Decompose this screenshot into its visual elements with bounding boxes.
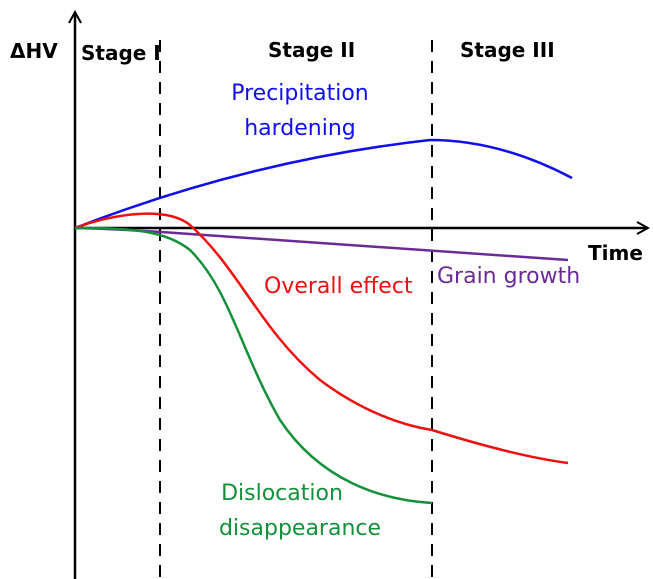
stage-label: Stage III xyxy=(460,38,555,62)
curve-label: Precipitation xyxy=(231,81,369,106)
x-axis-label: Time xyxy=(588,241,643,265)
curve-label: disappearance xyxy=(219,516,381,541)
overall-curve xyxy=(74,212,569,465)
curve-label: Overall effect xyxy=(264,274,413,299)
curve-label: hardening xyxy=(244,116,356,141)
y-axis-label: ΔHV xyxy=(10,39,58,63)
stage-label: Stage I xyxy=(81,41,161,65)
precipitation-curve xyxy=(74,138,573,230)
curve-label: Dislocation xyxy=(221,481,343,506)
curve-label: Grain growth xyxy=(437,264,580,289)
stage-label: Stage II xyxy=(268,38,355,62)
dislocation-curve xyxy=(74,226,433,505)
